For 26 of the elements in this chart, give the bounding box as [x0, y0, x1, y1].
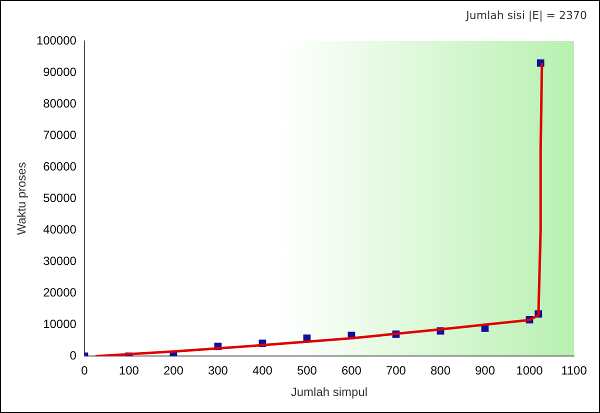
x-tick-label: 900	[474, 364, 496, 378]
x-tick-label: 800	[430, 364, 451, 378]
y-tick-label: 50000	[43, 190, 77, 205]
x-tick-label: 1000	[516, 364, 544, 378]
x-tick-label: 100	[118, 364, 140, 378]
x-tick-label: 300	[208, 364, 228, 378]
x-tick-label: 700	[386, 364, 406, 378]
y-tick-label: 20000	[43, 285, 77, 300]
y-tick-label: 80000	[43, 96, 77, 110]
y-tick-label: 100000	[36, 33, 77, 48]
x-tick-label: 600	[341, 364, 362, 378]
y-tick-label: 90000	[43, 64, 77, 79]
y-tick-label: 40000	[43, 222, 77, 236]
text: Jumlah sisi |E| = 2370	[466, 9, 587, 22]
x-tick-label: 200	[163, 364, 184, 378]
y-tick-label: 10000	[43, 316, 77, 331]
y-tick-label: 70000	[43, 128, 77, 142]
x-tick-label: 500	[296, 364, 318, 378]
y-tick-label: 60000	[43, 159, 77, 174]
y-tick-label: 30000	[43, 254, 77, 268]
x-axis-title: Jumlah simpul	[290, 385, 368, 400]
x-tick-label: 0	[81, 364, 88, 378]
x-tick-label: 400	[252, 364, 273, 378]
y-tick-label: 0	[70, 348, 77, 363]
y-axis-title: Waktu proses	[14, 162, 29, 236]
x-tick-label: 1100	[561, 364, 588, 378]
